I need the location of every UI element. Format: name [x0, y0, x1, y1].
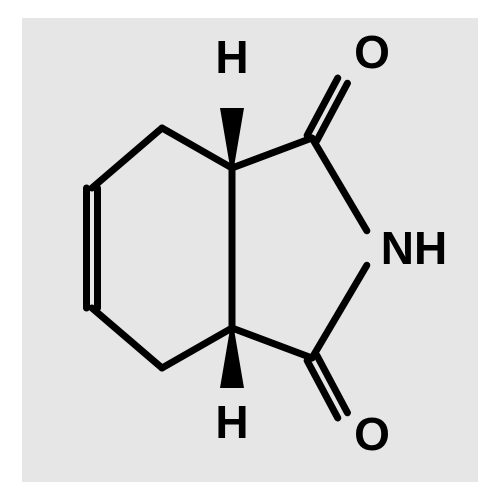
molecule-panel: H H NH O O [22, 18, 478, 482]
atom-label: H [215, 396, 248, 448]
figure-canvas: H H NH O O [0, 0, 500, 500]
atom-label: O [354, 408, 390, 460]
atom-label: O [354, 26, 390, 78]
atom-label: H [215, 31, 248, 83]
molecule-svg: H H NH O O [22, 18, 478, 482]
atom-label: NH [381, 222, 447, 274]
